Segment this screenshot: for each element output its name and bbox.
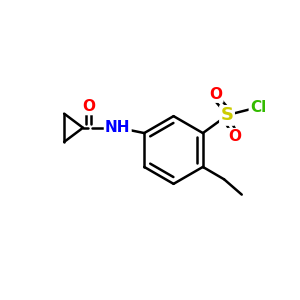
Text: Cl: Cl bbox=[250, 100, 266, 115]
Text: O: O bbox=[82, 99, 95, 114]
Text: O: O bbox=[228, 129, 241, 144]
Text: O: O bbox=[209, 87, 222, 102]
Text: NH: NH bbox=[105, 120, 130, 135]
Text: S: S bbox=[220, 106, 233, 124]
